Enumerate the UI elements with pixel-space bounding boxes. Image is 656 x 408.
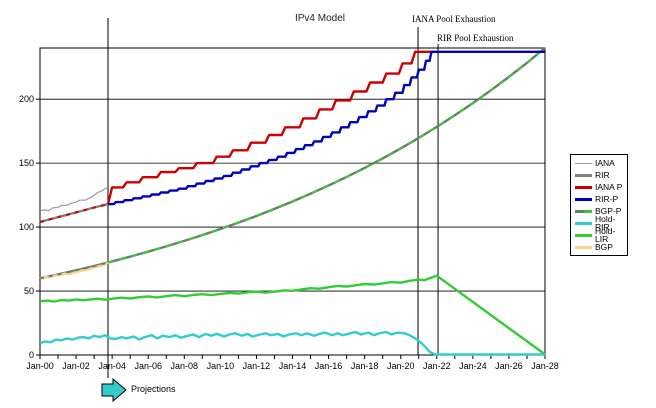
iana-p-line-swatch-icon xyxy=(575,185,592,189)
legend-item-bgp-p: BGP-P xyxy=(575,205,627,217)
series-BGP-P-green-dash xyxy=(107,47,546,264)
x-tick-label: Jan-12 xyxy=(243,361,271,371)
bgp-p-line-swatch-icon xyxy=(575,209,592,213)
legend-item-rir-p: RIR-P xyxy=(575,193,627,205)
y-tick-label: 100 xyxy=(19,222,34,232)
series-RIR-P xyxy=(108,50,545,206)
y-tick-label: 0 xyxy=(29,350,34,360)
rir-line-swatch-icon xyxy=(575,173,592,177)
series-Hold-LIR xyxy=(39,274,546,356)
x-tick-label: Jan-00 xyxy=(26,361,54,371)
rir-pool-exhaustion-label: RIR Pool Exhaustion xyxy=(437,33,514,43)
series-Hold-RIR xyxy=(39,330,545,356)
y-tick-label: 200 xyxy=(19,94,34,104)
legend-label: BGP xyxy=(595,241,613,252)
iana-line-swatch-icon xyxy=(575,162,592,164)
hold-rir-line-swatch-icon xyxy=(575,221,592,225)
series-IANA xyxy=(39,186,109,212)
legend-label: Hold-LIR xyxy=(595,225,616,244)
x-tick-label: Jan-02 xyxy=(62,361,90,371)
y-tick-label: 150 xyxy=(19,158,34,168)
legend-item-iana: IANA xyxy=(575,157,627,169)
legend-item-bgp: BGP xyxy=(575,241,627,253)
x-tick-label: Jan-10 xyxy=(207,361,235,371)
legend-label: IANA P xyxy=(595,181,623,192)
legend-label: BGP-P xyxy=(595,205,622,216)
legend-item-rir: RIR xyxy=(575,169,627,181)
series-BGP-P-hist-dash xyxy=(39,261,109,280)
x-tick-label: Jan-18 xyxy=(351,361,379,371)
iana-pool-exhaustion-label: IANA Pool Exhaustion xyxy=(412,14,496,24)
legend-item-hold-lir: Hold-LIR xyxy=(575,225,627,244)
legend-label: Hold-RIR xyxy=(595,213,616,232)
x-tick-label: Jan-06 xyxy=(134,361,162,371)
projections-label: Projections xyxy=(131,384,176,394)
rir-p-line-swatch-icon xyxy=(575,197,592,201)
projections-arrow-icon xyxy=(101,377,127,403)
x-tick-label: Jan-20 xyxy=(387,361,415,371)
hold-lir-line-swatch-icon xyxy=(575,233,592,237)
series-IANA-P-hist-dash xyxy=(39,203,109,223)
legend-label: RIR-P xyxy=(595,193,619,204)
series-IANA-P xyxy=(106,50,435,205)
x-tick-label: Jan-16 xyxy=(315,361,343,371)
x-tick-label: Jan-26 xyxy=(495,361,523,371)
legend-label: IANA xyxy=(595,157,615,168)
x-tick-label: Jan-14 xyxy=(279,361,307,371)
legend-item-hold-rir: Hold-RIR xyxy=(575,213,627,232)
legend-label: RIR xyxy=(595,169,610,180)
x-tick-label: Jan-04 xyxy=(98,361,126,371)
x-tick-label: Jan-08 xyxy=(171,361,199,371)
y-tick-label: 50 xyxy=(24,286,34,296)
bgp-line-swatch-icon xyxy=(575,245,592,249)
x-tick-label: Jan-24 xyxy=(459,361,487,371)
x-tick-label: Jan-28 xyxy=(531,361,559,371)
chart-legend: IANA RIR IANA P RIR-P BGP-P Hold-RIR Hol… xyxy=(570,154,628,256)
x-tick-label: Jan-22 xyxy=(423,361,451,371)
legend-item-iana-p: IANA P xyxy=(575,181,627,193)
chart-title: IPv4 Model xyxy=(294,13,346,24)
